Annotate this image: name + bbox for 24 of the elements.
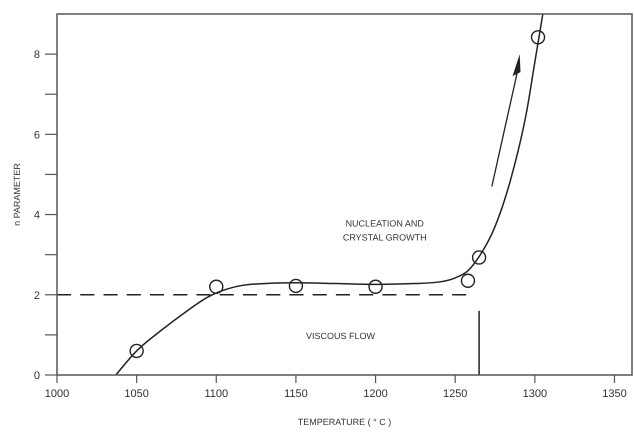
point — [368, 280, 383, 294]
y-tick-label: 8 — [34, 49, 40, 62]
x-tick-label: 1300 — [522, 388, 548, 400]
y-tick-label: 0 — [34, 370, 40, 382]
x-tick-label: 1100 — [204, 388, 228, 400]
x-tick-label: 1150 — [284, 388, 308, 400]
point — [460, 274, 476, 288]
x-tick-label: 1000 — [44, 388, 70, 400]
x-tick-label: 1350 — [602, 388, 627, 400]
x-tick-label: 1250 — [442, 388, 468, 400]
x-tick-label: 1200 — [363, 388, 388, 400]
y-axis-title: n PARAMETER — [12, 162, 22, 226]
point — [288, 278, 304, 294]
point — [472, 250, 486, 265]
x-tick-label: 1050 — [124, 388, 149, 400]
point — [530, 30, 546, 44]
annotation: VISCOUS FLOW — [306, 330, 376, 341]
y-tick-label: 6 — [34, 129, 40, 142]
x-axis-title: TEMPERATURE ( ° C ) — [298, 417, 392, 427]
point — [209, 280, 224, 294]
y-tick-label: 4 — [34, 210, 40, 222]
point — [129, 344, 144, 358]
annotation: NUCLEATION AND CRYSTAL GROWTH — [342, 218, 427, 242]
y-tick-label: 2 — [34, 290, 40, 302]
